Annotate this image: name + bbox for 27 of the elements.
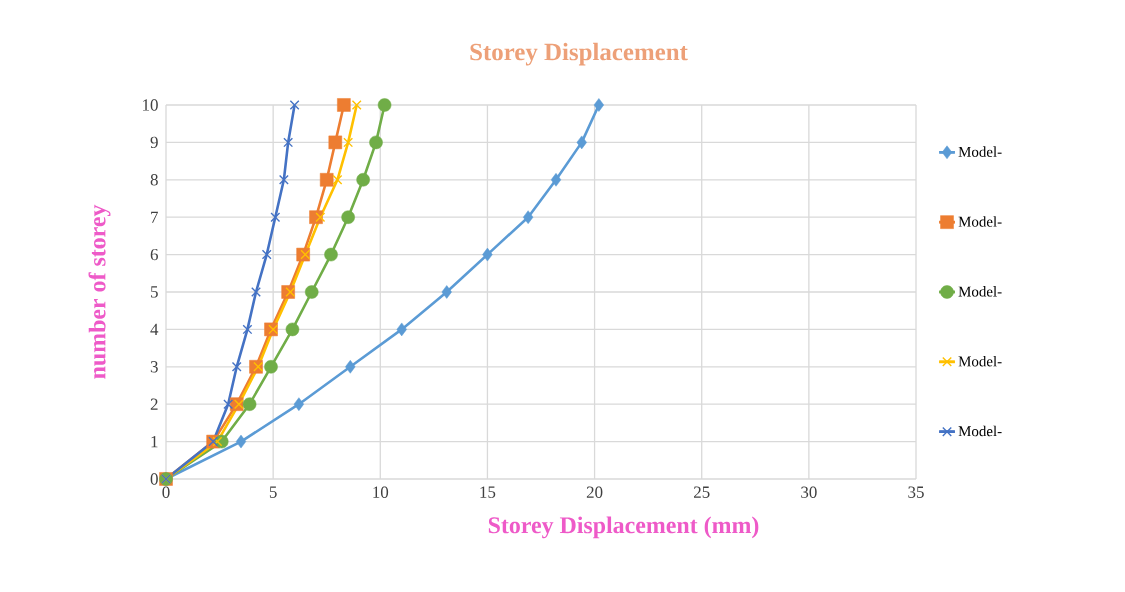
x-tick-label: 30	[801, 486, 817, 498]
x-tick-label: 25	[694, 486, 710, 498]
x-tick-label: 5	[269, 486, 277, 498]
legend-label: Model-	[958, 216, 1002, 227]
x-tick-label: 35	[908, 486, 924, 498]
y-tick-label: 8	[150, 174, 158, 186]
x-axis-title: Storey Displacement (mm)	[488, 516, 759, 539]
x-tick-label: 15	[480, 486, 496, 498]
y-tick-label: 2	[150, 398, 158, 410]
y-axis-title: number of storey	[88, 204, 111, 379]
legend-label: Model-	[958, 425, 1002, 437]
y-tick-label: 3	[150, 361, 158, 373]
chart-title: Storey Displacement	[470, 42, 688, 66]
x-tick-label: 0	[162, 486, 170, 498]
legend-label: Model-	[958, 355, 1002, 367]
legend-label: Model-	[958, 286, 1002, 297]
y-tick-label: 7	[151, 211, 159, 223]
legend-label: Model-	[958, 146, 1002, 157]
x-tick-label: 10	[373, 486, 389, 498]
y-tick-label: 9	[150, 136, 158, 149]
y-tick-label: 10	[143, 99, 158, 111]
y-tick-label: 4	[150, 323, 159, 335]
y-tick-label: 6	[150, 248, 158, 261]
x-tick-label: 20	[586, 486, 603, 498]
y-tick-label: 0	[150, 473, 158, 485]
y-tick-label: 5	[151, 286, 158, 298]
y-tick-label: 1	[151, 435, 158, 448]
